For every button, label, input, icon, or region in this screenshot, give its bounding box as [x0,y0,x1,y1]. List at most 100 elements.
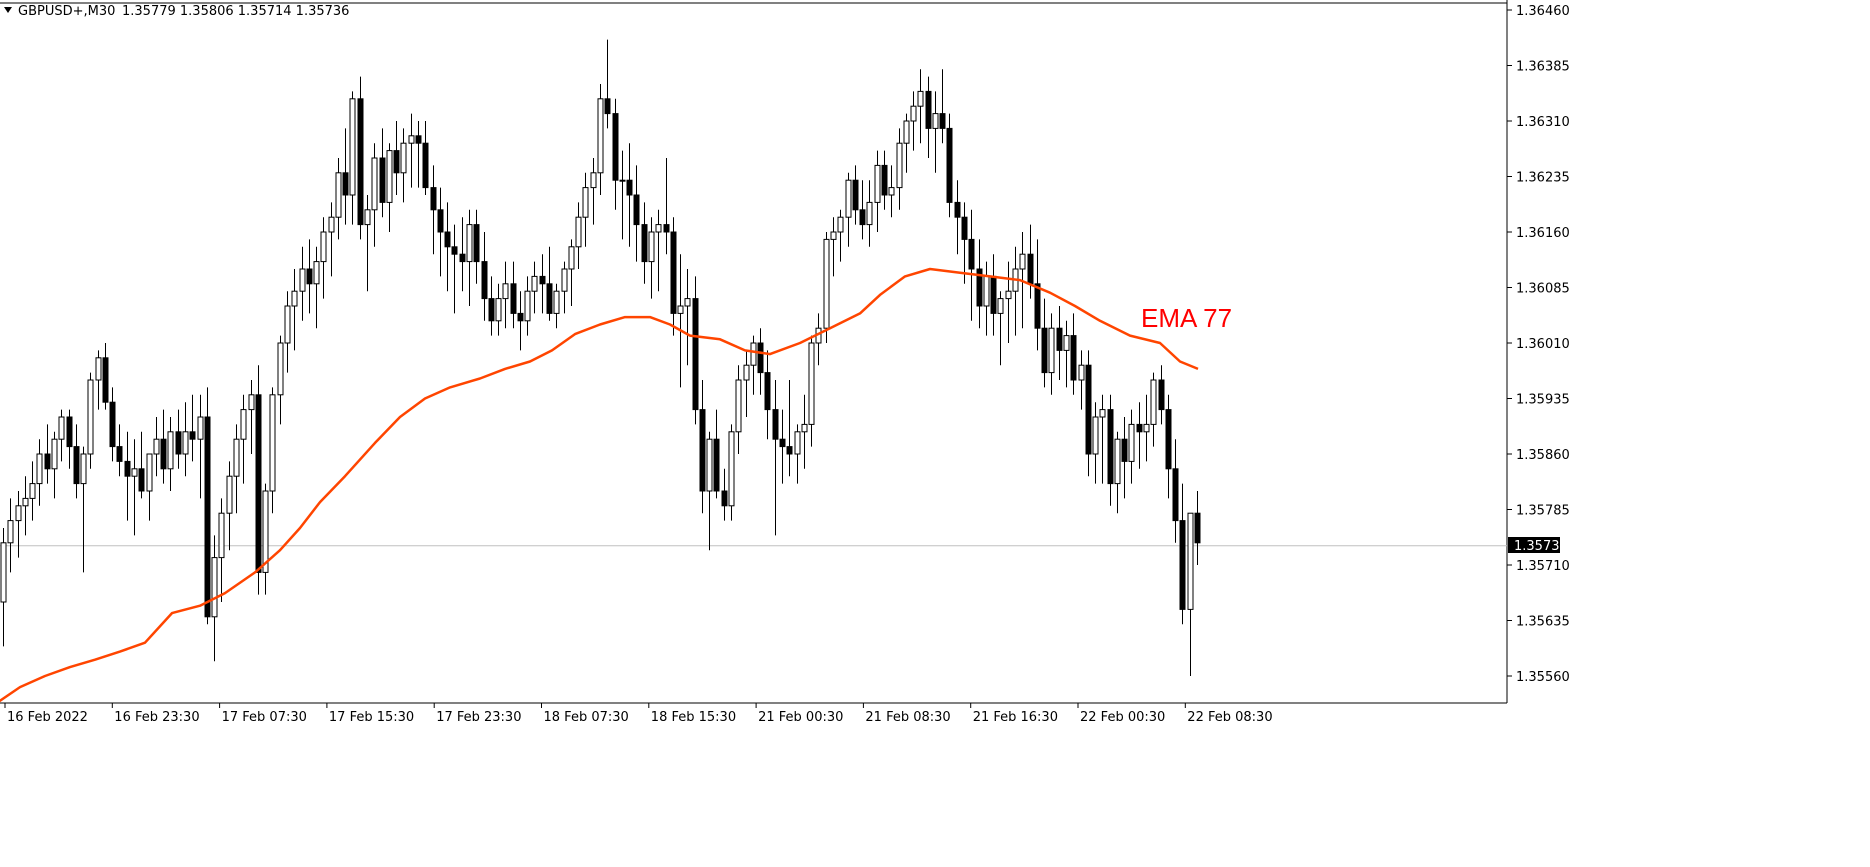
candle [408,113,415,188]
candle-body-bear [1070,335,1077,381]
candle-body-bear [102,357,109,403]
candle-body-bear [422,142,429,189]
candle-body-bull [575,216,582,248]
ema-polyline [0,267,1199,703]
candle [422,121,429,195]
candle-body-bull [182,431,189,455]
candle-body-bull [823,238,830,329]
candle-body-bear [1136,423,1143,433]
candle-body-bull [335,172,342,218]
candle [167,417,174,491]
candle-body-bear [393,150,400,174]
candle-body-bull [997,298,1004,314]
candle [444,202,451,292]
candle [357,76,364,240]
candle-body-bull [400,142,407,174]
candle [713,409,720,499]
candle-body-bull [808,342,815,425]
candle-body-bull [896,142,903,189]
candle-body-bull [866,201,873,226]
candle [663,158,670,255]
candle [29,461,36,521]
candle-body-bull [874,164,881,203]
candle-body-bull [582,187,589,218]
candle [328,202,335,277]
candle-body-bull [313,261,320,285]
candle [138,431,145,499]
candle [946,113,953,218]
candle [866,180,873,247]
candle-body-bull [240,409,247,440]
candle-body-bull [371,157,378,211]
candle [284,291,291,373]
candle-body-bull [284,305,291,344]
candle-body-bull [1048,327,1055,374]
candle-body-bull [677,305,684,314]
candle [204,387,211,625]
candle-body-bear [786,446,793,455]
x-tick-label: 21 Feb 08:30 [865,710,950,725]
candle [1114,431,1121,514]
candle-body-bull [1187,512,1194,610]
candle [1048,313,1055,395]
candle-body-bear [1107,409,1114,485]
candle-body-bull [0,542,7,603]
candle [400,128,407,203]
candle [582,172,589,247]
candle-body-bull [1078,364,1085,381]
candle-body-bear [976,268,983,307]
candle [655,209,662,292]
candle-body-bull [1063,335,1070,351]
candle-body-bear [641,224,648,263]
candle [124,431,131,521]
candle-body-bear [160,438,167,470]
candle-body-bull [561,268,568,292]
candle [852,165,859,225]
candle [1056,306,1063,380]
candle-body-bull [328,216,335,233]
candle [976,239,983,329]
candle-body-bear [852,179,859,211]
candle [153,417,160,477]
current-price-text: 1.35736 [1514,539,1568,554]
candle [481,232,488,321]
candle [1143,394,1150,462]
candle-body-bear [633,194,640,226]
candle [197,394,204,499]
candle-body-bull [197,416,204,440]
candle [95,350,102,410]
candle [430,165,437,255]
candle-body-bull [597,98,604,174]
candle-body-bull [218,512,225,559]
candle-body-bull [466,224,473,263]
candle-body-bear [764,372,771,411]
candle-body-bear [379,157,386,203]
candle-body-bear [699,409,706,492]
candle-body-bull [524,290,531,322]
candle-body-bull [15,505,22,522]
y-tick-label: 1.36385 [1516,60,1570,75]
candle-body-bull [502,283,509,300]
candle [451,224,458,314]
candle-body-bear [1172,468,1179,522]
x-tick-label: 17 Feb 23:30 [436,710,521,725]
candle [794,424,801,484]
candle [561,261,568,314]
candle-body-bull [888,187,895,196]
x-tick-label: 16 Feb 2022 [7,710,88,725]
candle-body-bull [1114,438,1121,485]
candle [73,424,80,499]
candle-body-bear [44,453,51,470]
candle [36,439,43,506]
candle-body-bear [626,179,633,196]
candle [510,261,517,329]
candle-body-bear [925,90,932,129]
dropdown-triangle-icon[interactable] [4,7,12,13]
candle [575,202,582,269]
x-tick-label: 16 Feb 23:30 [114,710,199,725]
candle [961,202,968,284]
candle [648,217,655,299]
candle [1012,246,1019,336]
candle [881,150,888,210]
